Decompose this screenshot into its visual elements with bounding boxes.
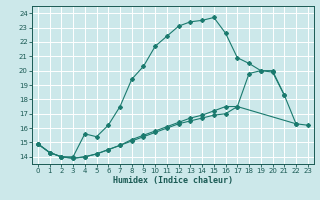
X-axis label: Humidex (Indice chaleur): Humidex (Indice chaleur)	[113, 176, 233, 185]
